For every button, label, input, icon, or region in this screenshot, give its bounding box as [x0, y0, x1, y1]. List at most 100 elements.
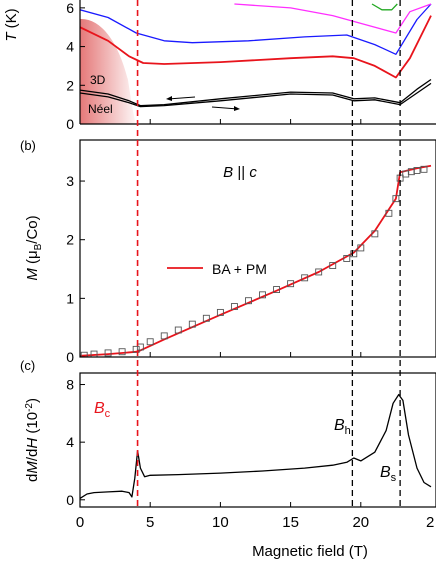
panel-b-y-ticks: 0 1 2 3 — [66, 173, 85, 365]
legend-label: BA + PM — [212, 261, 267, 277]
data-point — [132, 345, 140, 353]
panel-a-series — [80, 3, 432, 108]
x-tick-label: 20 — [352, 514, 369, 531]
sweep-down-arrowhead — [166, 96, 172, 101]
ylabel-b-unit-close: /Co) — [24, 215, 41, 243]
annotation-bs: Bs — [380, 464, 397, 484]
panel-b-frame — [79, 139, 436, 358]
x-axis-label: Magnetic field (T) — [252, 543, 368, 560]
x-tick-label: 15 — [282, 514, 299, 531]
y-tick-label: 0 — [66, 492, 74, 508]
annotation-bc: Bc — [94, 400, 111, 420]
y-tick-label: 8 — [66, 377, 74, 393]
title-b-axis: c — [249, 164, 257, 181]
ylabel-c-h: H — [24, 438, 41, 449]
data-point — [371, 230, 379, 238]
panel-a-ylabel: T (K) — [3, 8, 20, 41]
title-b-parallel: || — [233, 164, 249, 181]
data-point — [202, 314, 210, 322]
y-tick-label: 1 — [66, 290, 74, 306]
title-b-field: B — [223, 164, 233, 181]
sweep-up-arrow — [211, 106, 239, 110]
panel-c-ylabel: dM/dH (10-2) — [24, 398, 41, 482]
data-point — [245, 297, 252, 305]
x-tick-label: 10 — [212, 514, 229, 531]
series-line-c-0 — [80, 393, 432, 499]
data-point — [413, 167, 421, 174]
ylabel-b-symbol: M — [24, 268, 41, 281]
x-tick-label: 0 — [76, 514, 84, 531]
series-line-a-4 — [234, 3, 432, 34]
panel-c-label: (c) — [20, 358, 35, 373]
data-point — [259, 291, 266, 299]
bs-main: B — [380, 464, 391, 481]
y-tick-label: 0 — [66, 349, 74, 365]
ylabel-c-close: ) — [24, 398, 41, 403]
data-point — [287, 280, 295, 288]
data-point — [343, 255, 351, 262]
y-tick-label: 2 — [66, 232, 74, 248]
data-point — [90, 350, 98, 357]
bs-sub: s — [391, 472, 397, 484]
data-point — [136, 343, 144, 351]
panel-c-frame — [79, 372, 436, 508]
bh-sub: h — [345, 425, 351, 437]
sweep-up-arrowhead — [234, 106, 240, 111]
ylabel-c-exp: -2 — [24, 403, 35, 412]
x-tick-label: 5 — [146, 514, 154, 531]
data-point — [118, 348, 126, 356]
data-point — [357, 244, 365, 252]
panel-b-x-ticks — [79, 352, 362, 357]
ylabel-c-unit: (10 — [24, 412, 41, 438]
y-tick-label: 4 — [66, 39, 74, 55]
data-point — [329, 262, 337, 269]
panel-c-y-ticks: 0 4 8 — [66, 377, 85, 508]
panel-a: 3D Néel 0 2 4 6 T (K) — [3, 0, 436, 132]
annotation-neel: Néel — [88, 102, 113, 116]
y-tick-label: 0 — [66, 116, 74, 132]
data-point — [301, 274, 309, 282]
bh-main: B — [334, 417, 345, 434]
panel-b-label: (b) — [20, 138, 36, 153]
panel-a-y-ticks: 0 2 4 6 — [66, 0, 85, 132]
data-point — [188, 320, 196, 328]
panel-a-x-ticks — [79, 119, 362, 124]
annotation-3d: 3D — [90, 73, 106, 87]
y-tick-label: 6 — [66, 0, 74, 16]
panel-c-series — [80, 393, 432, 499]
y-tick-label: 4 — [66, 434, 74, 450]
bc-sub: c — [105, 408, 111, 420]
data-point — [315, 268, 323, 276]
data-point — [273, 286, 281, 294]
ylabel-c-d: d — [24, 474, 41, 482]
data-point — [385, 209, 393, 217]
y-tick-label: 2 — [66, 77, 74, 93]
y-tick-label: 3 — [66, 173, 74, 189]
series-line-a-0 — [80, 3, 432, 55]
data-point — [350, 250, 358, 258]
ylabel-c-slash: /d — [24, 449, 41, 462]
ylabel-c-m: M — [24, 461, 41, 474]
data-point — [104, 349, 112, 357]
ylabel-b-unit-sub: B — [33, 243, 44, 250]
ylabel-a-symbol: T — [3, 31, 20, 42]
series-line-a-5 — [371, 3, 398, 11]
legend: BA + PM — [167, 261, 267, 277]
data-point — [216, 308, 224, 316]
series-line-a-1 — [80, 15, 432, 79]
series-line-a-3 — [80, 78, 432, 107]
panel-b-ylabel: M (μB/Co) — [24, 215, 44, 280]
data-point — [230, 303, 238, 311]
ylabel-b-unit-open: (μ — [24, 250, 41, 268]
panel-c-x-ticks: 0 5 10 15 20 2 — [76, 502, 434, 531]
bc-main: B — [94, 400, 105, 417]
data-point — [146, 338, 154, 346]
data-point — [174, 326, 182, 334]
annotation-bh: Bh — [334, 417, 351, 437]
data-point — [420, 165, 428, 173]
data-point — [80, 351, 88, 357]
x-tick-label: 2 — [426, 514, 434, 531]
cursor-lines — [136, 0, 401, 507]
